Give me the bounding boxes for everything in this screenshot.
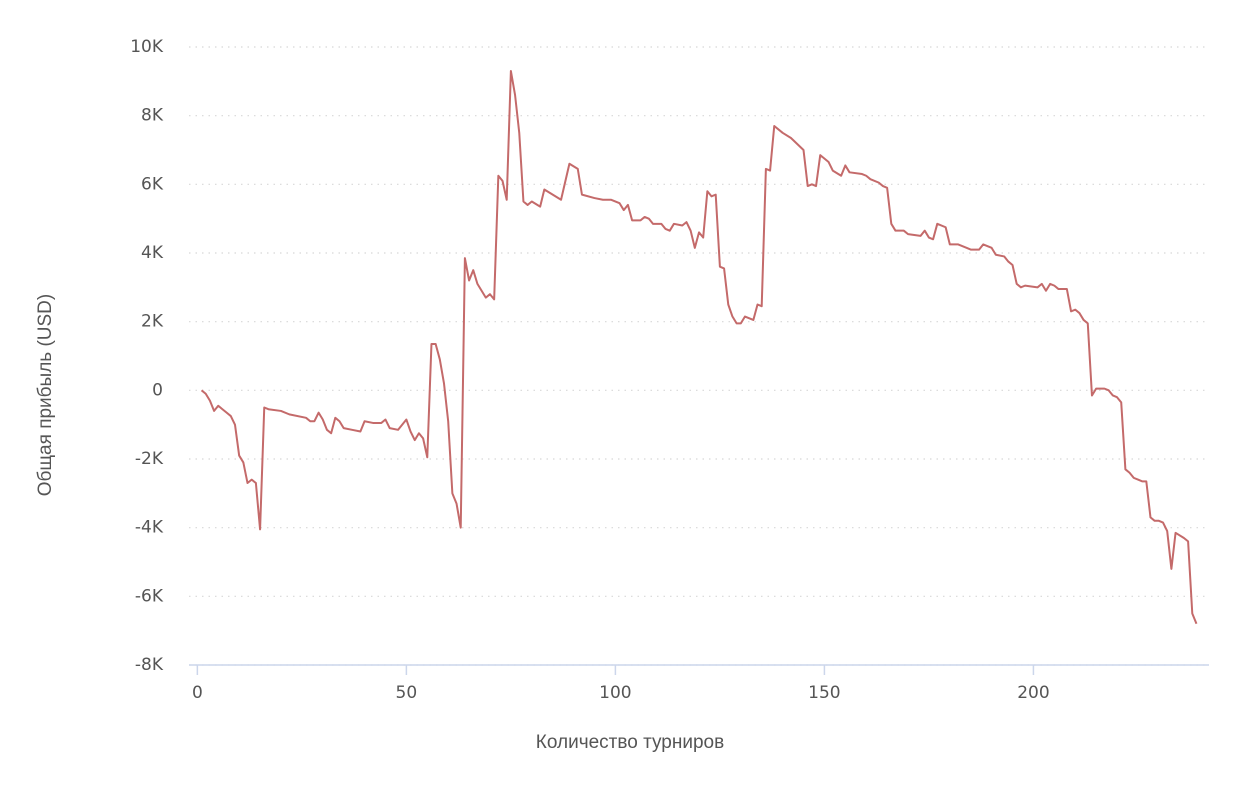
y-tick-label: 8K	[141, 106, 164, 126]
x-tick-label: 150	[808, 683, 840, 703]
x-axis-title: Количество турниров	[536, 732, 724, 753]
y-tick-label: 2K	[141, 312, 164, 332]
x-tick-label: 200	[1017, 683, 1049, 703]
y-tick-label: -6K	[135, 586, 164, 606]
x-tick-label: 50	[396, 683, 418, 703]
y-tick-label: 10K	[130, 37, 164, 57]
data-line	[200, 70, 1198, 625]
y-axis-title: Общая прибыль (USD)	[35, 294, 56, 496]
x-tick-label: 100	[599, 683, 631, 703]
y-tick-label: 4K	[141, 243, 164, 263]
y-tick-label: -8K	[135, 655, 164, 675]
x-tick-label: 0	[192, 683, 203, 703]
y-tick-label: 0	[152, 380, 163, 400]
y-tick-label: -4K	[135, 518, 164, 538]
y-tick-label: 6K	[141, 174, 164, 194]
y-tick-label: -2K	[135, 449, 164, 469]
